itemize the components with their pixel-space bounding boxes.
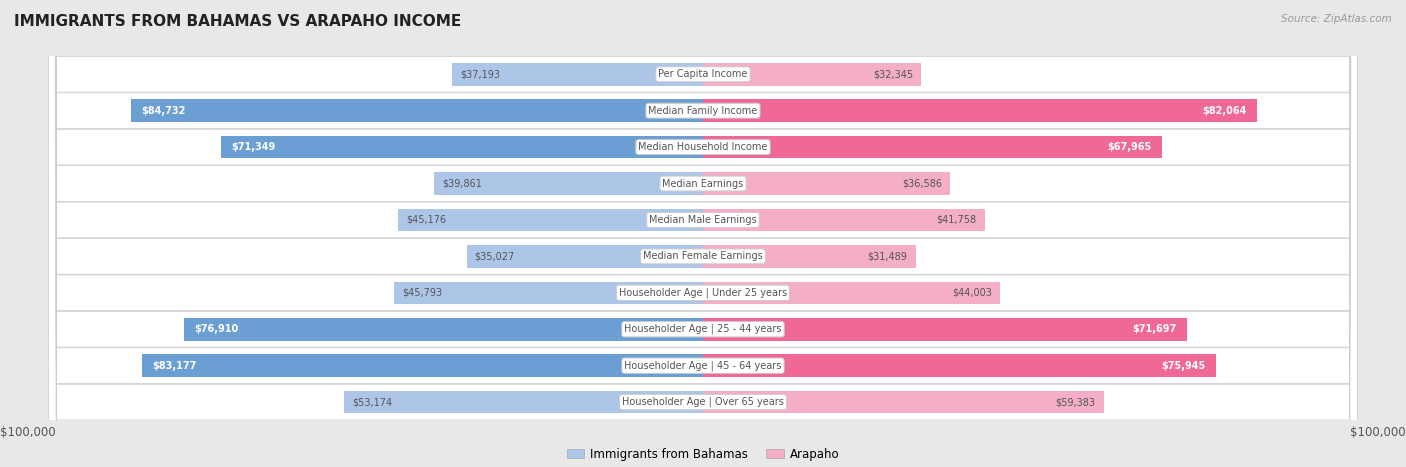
Bar: [184, 318, 703, 340]
Text: $32,345: $32,345: [873, 69, 912, 79]
FancyBboxPatch shape: [48, 0, 1358, 467]
Bar: [131, 99, 703, 122]
Bar: [434, 172, 703, 195]
Text: $76,910: $76,910: [194, 324, 239, 334]
Text: $45,176: $45,176: [406, 215, 446, 225]
Legend: Immigrants from Bahamas, Arapaho: Immigrants from Bahamas, Arapaho: [562, 443, 844, 466]
Text: Householder Age | 45 - 64 years: Householder Age | 45 - 64 years: [624, 361, 782, 371]
Text: Householder Age | Over 65 years: Householder Age | Over 65 years: [621, 397, 785, 407]
Text: Median Household Income: Median Household Income: [638, 142, 768, 152]
Text: $31,489: $31,489: [868, 251, 907, 262]
Text: $45,793: $45,793: [402, 288, 441, 298]
Bar: [142, 354, 703, 377]
Text: Source: ZipAtlas.com: Source: ZipAtlas.com: [1281, 14, 1392, 24]
Bar: [467, 245, 703, 268]
Bar: [703, 209, 984, 231]
FancyBboxPatch shape: [48, 0, 1358, 467]
Text: $83,177: $83,177: [152, 361, 197, 371]
Text: IMMIGRANTS FROM BAHAMAS VS ARAPAHO INCOME: IMMIGRANTS FROM BAHAMAS VS ARAPAHO INCOM…: [14, 14, 461, 29]
Bar: [344, 391, 703, 413]
Text: $84,732: $84,732: [141, 106, 186, 116]
Text: Median Earnings: Median Earnings: [662, 178, 744, 189]
Text: $53,174: $53,174: [353, 397, 392, 407]
Text: $37,193: $37,193: [460, 69, 501, 79]
Bar: [703, 318, 1187, 340]
Text: Median Male Earnings: Median Male Earnings: [650, 215, 756, 225]
Bar: [398, 209, 703, 231]
Text: $59,383: $59,383: [1056, 397, 1095, 407]
Text: $35,027: $35,027: [475, 251, 515, 262]
Text: Householder Age | Under 25 years: Householder Age | Under 25 years: [619, 288, 787, 298]
Bar: [703, 99, 1257, 122]
Bar: [703, 354, 1216, 377]
Bar: [703, 391, 1104, 413]
FancyBboxPatch shape: [48, 0, 1358, 467]
Text: $71,697: $71,697: [1132, 324, 1177, 334]
Bar: [703, 172, 950, 195]
Text: $41,758: $41,758: [936, 215, 977, 225]
Text: Median Female Earnings: Median Female Earnings: [643, 251, 763, 262]
Text: $44,003: $44,003: [952, 288, 991, 298]
Text: Per Capita Income: Per Capita Income: [658, 69, 748, 79]
FancyBboxPatch shape: [48, 0, 1358, 467]
FancyBboxPatch shape: [48, 0, 1358, 467]
Text: $82,064: $82,064: [1202, 106, 1247, 116]
Bar: [451, 63, 703, 85]
FancyBboxPatch shape: [48, 0, 1358, 467]
Bar: [394, 282, 703, 304]
FancyBboxPatch shape: [48, 0, 1358, 467]
FancyBboxPatch shape: [48, 0, 1358, 467]
Bar: [703, 282, 1000, 304]
Text: $75,945: $75,945: [1161, 361, 1205, 371]
Text: $71,349: $71,349: [232, 142, 276, 152]
Bar: [703, 63, 921, 85]
Bar: [703, 245, 915, 268]
Bar: [222, 136, 703, 158]
FancyBboxPatch shape: [48, 0, 1358, 467]
Bar: [703, 136, 1161, 158]
Text: Median Family Income: Median Family Income: [648, 106, 758, 116]
Text: $67,965: $67,965: [1108, 142, 1152, 152]
Text: $36,586: $36,586: [901, 178, 942, 189]
FancyBboxPatch shape: [48, 0, 1358, 467]
Text: Householder Age | 25 - 44 years: Householder Age | 25 - 44 years: [624, 324, 782, 334]
Text: $39,861: $39,861: [441, 178, 482, 189]
